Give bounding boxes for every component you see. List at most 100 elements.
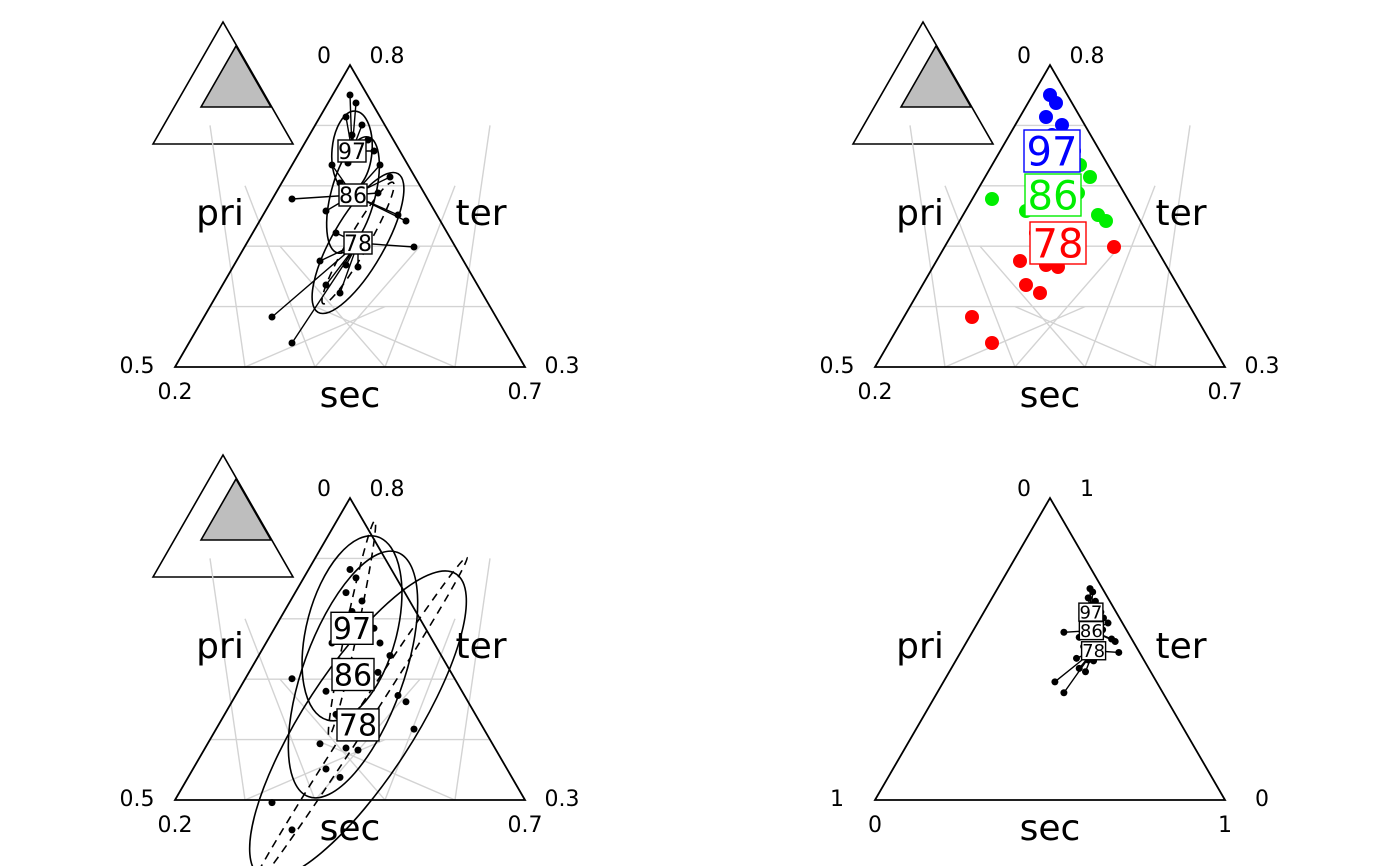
point-78 [316, 257, 324, 265]
point-86 [1060, 628, 1068, 636]
corner-label-bottom-left-outer: 1 [830, 787, 844, 812]
corner-label-top-right: 0.8 [370, 477, 405, 502]
group-label-97: 97 [333, 612, 371, 647]
corner-label-top-left: 0 [317, 477, 331, 502]
group-label-86: 86 [1028, 173, 1079, 219]
grid-line [1154, 125, 1191, 368]
corner-label-top-left: 0 [1017, 477, 1031, 502]
grid-line [944, 305, 1086, 368]
axis-label-pri: pri [896, 626, 944, 667]
axis-label-ter: ter [1155, 626, 1206, 667]
corner-label-bottom-left-inner: 0.2 [158, 813, 193, 838]
point-78 [354, 263, 362, 271]
corner-label-bottom-right-inner: 0.7 [508, 380, 543, 405]
point-78 [410, 243, 418, 251]
corner-label-top-left: 0 [317, 44, 331, 69]
point-97 [346, 91, 354, 99]
ternary-grid [209, 124, 491, 368]
point-78 [985, 336, 999, 350]
corner-label-bottom-left-outer: 0.5 [120, 787, 155, 812]
group-label-box-78 [343, 231, 373, 255]
point-78 [410, 725, 418, 733]
point-78 [1082, 668, 1089, 676]
group-label-86: 86 [334, 658, 372, 693]
corner-label-bottom-right-outer: 0.3 [545, 354, 580, 379]
point-86 [1083, 170, 1097, 184]
corner-label-bottom-right-outer: 0.3 [545, 787, 580, 812]
group-label-box-78 [1029, 221, 1087, 265]
point-97 [348, 131, 356, 139]
group-label-box-86 [338, 183, 368, 207]
axis-label-sec: sec [1020, 808, 1081, 849]
point-78 [1033, 286, 1047, 300]
grid-line [944, 185, 1016, 368]
point-97 [342, 113, 350, 121]
grid-line [209, 125, 246, 368]
point-86 [394, 211, 402, 219]
ternary-frame [873, 496, 1227, 801]
grid-line [384, 185, 456, 368]
point-78 [316, 740, 324, 748]
inset-zoom-triangle [899, 44, 973, 108]
ternary-panel-top-left: 0 0.8 0.50.2 0.30.7 pri ter sec 97 86 78 [120, 20, 580, 416]
point-78 [1075, 664, 1083, 672]
ternary-grid [909, 124, 1191, 368]
point-78 [268, 799, 276, 807]
axis-label-sec: sec [320, 375, 381, 416]
inset-zoom-triangle [199, 477, 273, 541]
grid-line [314, 305, 456, 368]
point-78 [1019, 278, 1033, 292]
grid-line [454, 125, 491, 368]
point-78 [288, 826, 296, 834]
point-97 [358, 597, 366, 605]
group-label-97: 97 [1027, 129, 1078, 175]
point-78 [1073, 654, 1080, 662]
point-97 [370, 147, 378, 155]
spoke-78 [291, 242, 359, 344]
group-label-box-86 [1024, 173, 1082, 217]
point-86 [374, 668, 382, 676]
point-78 [342, 261, 350, 269]
corner-label-top-right: 1 [1080, 477, 1094, 502]
corner-label-bottom-right-outer: 0 [1255, 787, 1269, 812]
corner-label-top-right: 0.8 [1070, 44, 1105, 69]
grid-line [384, 618, 456, 801]
group-label-box-86 [331, 657, 375, 692]
corner-label-bottom-left-outer: 0.5 [820, 354, 855, 379]
axis-label-pri: pri [196, 193, 244, 234]
inset-zoom-triangle [199, 44, 273, 108]
axis-label-pri: pri [196, 626, 244, 667]
ternary-frame [173, 496, 527, 801]
point-86 [288, 675, 296, 683]
corner-label-bottom-left-inner: 0 [868, 813, 882, 838]
spoke-78 [271, 242, 359, 318]
group-label-box-97 [1023, 129, 1081, 173]
point-97 [1049, 96, 1063, 110]
point-86 [386, 652, 394, 660]
group-label-78: 78 [339, 709, 377, 744]
point-86 [376, 161, 384, 169]
axis-label-ter: ter [455, 193, 506, 234]
grid-line [909, 125, 946, 368]
ellipse-78 [248, 570, 468, 866]
point-86 [376, 639, 384, 647]
point-86 [322, 687, 330, 695]
point-97 [1055, 118, 1069, 132]
point-97 [342, 589, 350, 597]
ellipse-97 [301, 535, 403, 722]
point-78 [342, 744, 350, 752]
group-label-box-97 [330, 611, 374, 645]
point-78 [288, 339, 296, 347]
ternary-frame [873, 63, 1227, 368]
corner-label-bottom-left-inner: 0.2 [158, 380, 193, 405]
point-86 [288, 195, 296, 203]
point-78 [1115, 648, 1123, 656]
group-label-86: 86 [1080, 621, 1103, 642]
grid-line [1014, 305, 1156, 368]
point-78 [322, 765, 330, 773]
corner-label-bottom-left-inner: 0.2 [858, 380, 893, 405]
point-97 [352, 99, 360, 107]
